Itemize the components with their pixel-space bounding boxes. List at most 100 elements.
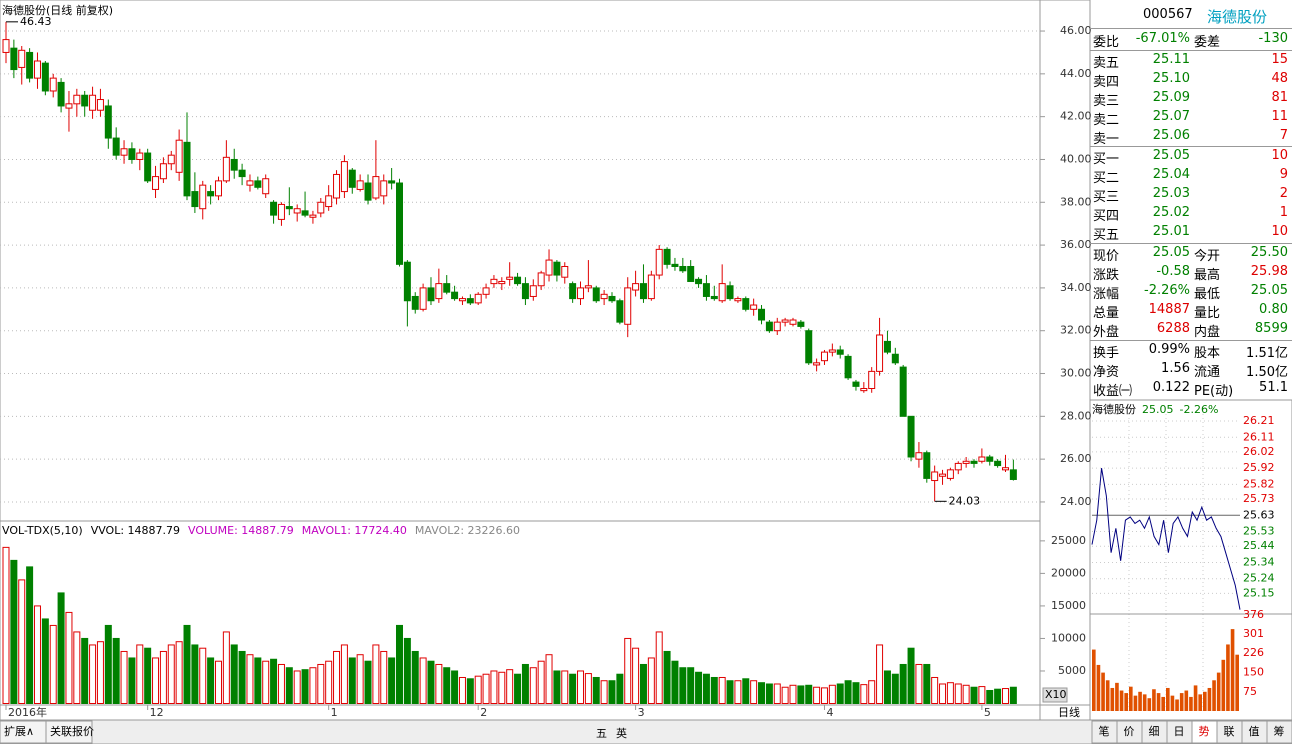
quote-text: 25.11 (1152, 52, 1190, 67)
y-tick-label: 40.00 (1060, 152, 1092, 165)
volume-bar (805, 684, 813, 705)
candle-body (490, 278, 498, 285)
input-icon[interactable]: 五 (596, 727, 607, 740)
tool-label[interactable]: 联 (1224, 725, 1235, 738)
quote-text: 卖一 (1093, 132, 1120, 147)
tab-label[interactable]: 扩展∧ (4, 724, 34, 738)
volume-bar (152, 657, 160, 704)
volume-bar (1235, 654, 1239, 711)
volume-bar (584, 673, 592, 704)
tool-label[interactable]: 日 (1174, 725, 1185, 738)
candle-body (419, 287, 427, 310)
y-tick-label: 25.53 (1243, 525, 1275, 538)
volume-bar (65, 611, 73, 705)
volume-bar (1216, 672, 1221, 711)
candle-body (89, 94, 97, 111)
volume-bar (482, 673, 490, 705)
quote-text: 25.02 (1152, 205, 1190, 220)
volume-bar (939, 683, 947, 705)
volume-bar (679, 667, 687, 705)
volume-bar (702, 673, 710, 705)
candle-body (647, 274, 655, 300)
quote-text: 25.98 (1250, 264, 1288, 279)
candle-body (152, 176, 160, 190)
volume-bar (931, 676, 939, 705)
volume-bar (466, 678, 474, 704)
volume-bar (57, 592, 65, 705)
volume-bar (789, 684, 797, 705)
candle-body (96, 99, 104, 111)
candle-body (639, 283, 647, 300)
volume-bar (529, 667, 537, 705)
volume-bar (765, 683, 773, 705)
tool-label[interactable]: 细 (1149, 725, 1160, 738)
volume-bar (1152, 689, 1156, 711)
tool-label[interactable]: 筹 (1274, 724, 1285, 738)
y-tick-label: 34.00 (1060, 281, 1092, 294)
candle-body (411, 295, 419, 310)
tool-label[interactable]: 势 (1199, 725, 1210, 738)
quote-text: 收益㈠ (1093, 384, 1133, 399)
quote-text: PE(动) (1194, 384, 1234, 399)
volume-bar (844, 680, 852, 705)
candle-body (104, 105, 112, 139)
quote-text: 25.05 (1250, 283, 1288, 298)
candle-body (813, 362, 821, 366)
candle-body (65, 103, 73, 109)
candle-body (734, 298, 742, 302)
quote-text: 25.05 (1152, 148, 1190, 163)
candle-body (679, 265, 687, 272)
quote-text: 卖三 (1093, 94, 1120, 109)
quote-text: 25.04 (1152, 167, 1190, 182)
candle-body (277, 203, 285, 220)
candle-body (671, 263, 679, 267)
tool-label[interactable]: 价 (1124, 725, 1135, 738)
volume-header: MAVOL2: 23226.60 (415, 524, 520, 537)
period[interactable]: 日线 (1058, 705, 1080, 719)
volume-bar (577, 670, 585, 705)
quote-text: 买一 (1093, 152, 1120, 167)
tool-button[interactable] (1266, 720, 1292, 744)
candle-body (73, 94, 81, 105)
input-icon[interactable]: 英 (616, 726, 627, 740)
separator (1090, 50, 1292, 51)
candle-body (773, 321, 781, 332)
volume-bar (1105, 680, 1110, 711)
quote-text: -67.01% (1135, 31, 1190, 46)
y-tick-label: 25.92 (1243, 461, 1275, 474)
volume-bar (655, 631, 663, 704)
volume-bar (553, 670, 561, 705)
candle-body (718, 283, 726, 302)
tool-label[interactable]: 笔 (1099, 724, 1110, 738)
main-title: 海德股份(日线 前复权) (2, 3, 113, 17)
quote-text: -0.58 (1156, 264, 1190, 279)
volume-bar (348, 657, 356, 704)
quote-text: 25.03 (1152, 186, 1190, 201)
candle-body (482, 287, 490, 295)
tool-label[interactable]: 值 (1249, 725, 1260, 738)
volume-bar (1115, 682, 1119, 711)
volume-bar (860, 684, 868, 704)
quote-text: -130 (1258, 31, 1288, 46)
y-tick-label: 26.21 (1243, 414, 1275, 427)
volume-bar (624, 637, 632, 704)
tab[interactable] (45, 720, 93, 744)
quote-text: 内盘 (1194, 325, 1221, 340)
volume-bar (907, 647, 915, 704)
volume-bar (1124, 693, 1128, 711)
volume-bar (687, 667, 695, 705)
candle-body (128, 148, 136, 160)
candle-body (159, 163, 167, 180)
y-tick-label: 20000 (1051, 566, 1086, 579)
quote-text: 000567 (1143, 7, 1193, 22)
volume-bar (277, 663, 285, 704)
candle-body (939, 473, 947, 477)
volume-bar (758, 682, 766, 705)
y-tick-label: 150 (1243, 666, 1264, 679)
candle-body (199, 184, 207, 210)
quote-text: 0.80 (1259, 302, 1288, 317)
y-tick-label: 75 (1243, 685, 1257, 698)
quote-text: 净资 (1093, 365, 1120, 380)
tab-label[interactable]: 关联报价 (50, 724, 94, 738)
volume-bar (1207, 687, 1212, 711)
